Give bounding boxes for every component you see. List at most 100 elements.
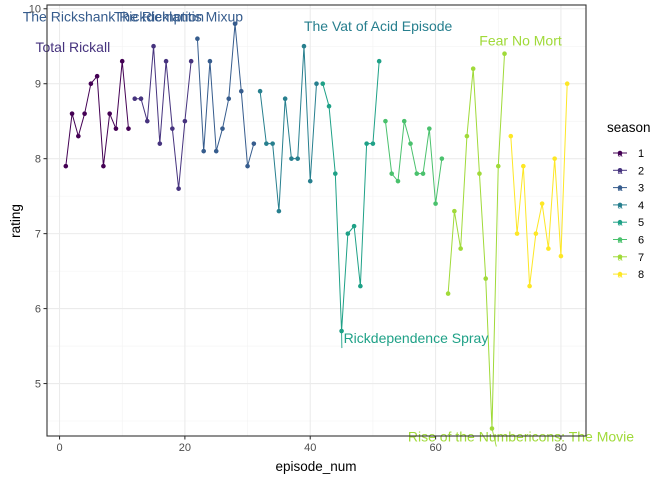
- series-season-4: [257, 43, 319, 214]
- y-tick-label: 6: [35, 304, 41, 316]
- series-line: [510, 83, 568, 287]
- y-tick-label: 9: [35, 79, 41, 91]
- data-point: [226, 96, 232, 101]
- data-point: [483, 276, 489, 281]
- legend-key-point: [617, 150, 623, 156]
- legend-key-text-glyph: a: [617, 200, 622, 210]
- data-point: [270, 141, 275, 146]
- series-line: [384, 120, 443, 205]
- series-season-6: [383, 118, 445, 206]
- series-season-7: [445, 51, 507, 431]
- data-point: [420, 171, 426, 176]
- data-point: [238, 88, 244, 94]
- y-tick-label: 5: [35, 379, 41, 391]
- series-layer: [63, 21, 570, 431]
- data-point: [207, 58, 213, 64]
- legend-label: 5: [638, 217, 644, 229]
- data-point: [358, 283, 363, 289]
- data-point: [69, 111, 75, 116]
- data-point: [245, 163, 250, 169]
- data-point: [395, 178, 401, 184]
- data-point: [176, 186, 181, 191]
- data-point: [132, 96, 138, 101]
- legend-key-point: [617, 202, 623, 208]
- data-point: [232, 21, 238, 27]
- data-point: [408, 141, 413, 146]
- data-point: [533, 231, 539, 236]
- data-point: [458, 246, 463, 251]
- x-axis-title: episode_num: [275, 459, 356, 474]
- data-point: [63, 163, 69, 169]
- data-point: [470, 66, 476, 72]
- data-point: [76, 133, 81, 139]
- legend: season a 1a 2a 3a 4a 5a 6a 7a 8: [607, 120, 651, 281]
- legend-key-text-glyph: a: [617, 218, 622, 228]
- series-line: [447, 53, 506, 429]
- data-point: [558, 253, 564, 259]
- legend-key-point: [617, 254, 623, 260]
- data-point: [188, 58, 194, 64]
- data-point: [527, 283, 532, 289]
- data-point: [107, 111, 112, 116]
- annotation-label: Rickdependence Spray: [344, 330, 489, 346]
- series-season-3: [195, 21, 257, 169]
- annotation-label: The Ricklantis Mixup: [114, 9, 243, 25]
- grid-minor: [47, 5, 586, 436]
- data-point: [364, 141, 369, 146]
- legend-key-point: [617, 271, 623, 277]
- plot-background: [47, 5, 586, 436]
- y-tick-label: 10: [29, 4, 41, 16]
- data-point: [452, 208, 457, 214]
- y-axis-title: rating: [8, 204, 23, 238]
- data-point: [414, 171, 420, 176]
- data-point: [546, 246, 551, 251]
- data-point: [94, 73, 100, 79]
- legend-key-point: [617, 237, 623, 242]
- data-point: [320, 81, 326, 87]
- data-point: [282, 96, 288, 101]
- data-point: [82, 111, 87, 116]
- data-point: [301, 43, 307, 49]
- legend-key-text-glyph: a: [617, 252, 622, 262]
- x-tick-label: 40: [304, 442, 316, 454]
- x-tick-label: 0: [56, 442, 62, 454]
- x-tick-label: 20: [179, 442, 191, 454]
- data-point: [88, 81, 94, 87]
- data-point: [464, 133, 470, 139]
- data-point: [314, 81, 319, 87]
- data-point: [144, 118, 150, 124]
- data-point: [170, 126, 175, 131]
- series-season-5: [320, 58, 382, 334]
- data-point: [539, 201, 545, 206]
- annotation-label: Total Rickall: [36, 39, 111, 55]
- data-point: [433, 201, 438, 206]
- data-point: [376, 58, 382, 64]
- data-point: [564, 81, 570, 87]
- legend-label: 2: [638, 165, 644, 177]
- annotation-label: Fear No Mort: [479, 33, 562, 49]
- legend-key-text-glyph: a: [617, 149, 622, 159]
- plot-panel-border: [46, 4, 587, 437]
- legend-label: 7: [638, 252, 644, 264]
- data-point: [276, 208, 282, 214]
- data-point: [119, 58, 125, 64]
- data-point: [195, 36, 200, 42]
- series-line: [259, 45, 317, 212]
- legend-items: a 1a 2a 3a 4a 5a 6a 7a 8: [613, 148, 644, 281]
- data-point: [157, 141, 163, 146]
- data-point: [264, 141, 269, 146]
- annotation-label: The Vat of Acid Episode: [304, 18, 453, 34]
- data-point: [113, 126, 119, 131]
- legend-label: 8: [638, 269, 644, 281]
- data-point: [439, 156, 445, 161]
- x-tick-label: 60: [429, 442, 441, 454]
- data-point: [213, 148, 219, 154]
- legend-label: 3: [638, 183, 644, 195]
